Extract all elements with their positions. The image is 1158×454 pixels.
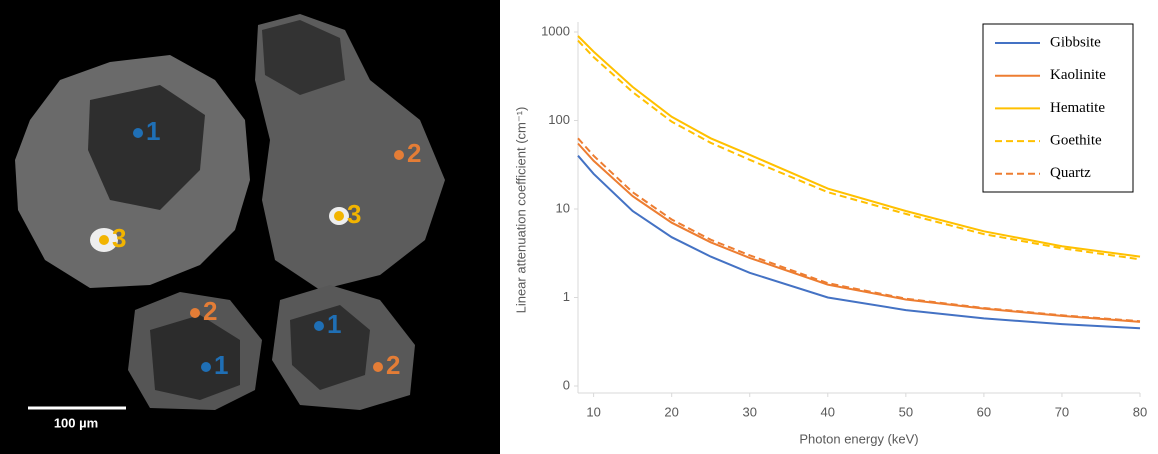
y-tick-label: 0 [563,377,570,392]
legend-label: Kaolinite [1050,67,1106,83]
grain-core [262,20,345,95]
marker-dot [394,150,404,160]
marker-label: 3 [347,199,361,229]
x-tick-label: 50 [899,404,913,419]
legend-label: Gibbsite [1050,34,1101,50]
marker-label: 2 [386,350,400,380]
marker-label: 1 [146,116,160,146]
marker-dot [190,308,200,318]
marker-dot [373,362,383,372]
y-tick-label: 100 [548,112,570,127]
y-tick-label: 10 [556,200,570,215]
y-axis-title: Linear attenuation coefficient (cm⁻¹) [513,107,528,314]
marker-label: 3 [112,223,126,253]
series-line [577,155,1141,330]
grains [15,14,445,410]
series-line [577,35,1141,258]
series-line [577,137,1141,323]
marker-label: 1 [214,350,228,380]
grain-core [88,85,205,210]
y-tick-label: 1000 [541,23,570,38]
grain-core [150,315,240,400]
x-axis-title: Photon energy (keV) [799,431,918,446]
x-tick-label: 10 [586,404,600,419]
marker-label: 1 [327,309,341,339]
series-line [577,39,1141,261]
x-tick-label: 20 [664,404,678,419]
scale-bar-label: 100 µm [54,415,98,430]
grain-core [290,305,370,390]
marker-dot [314,321,324,331]
x-tick-label: 70 [1055,404,1069,419]
x-tick-label: 30 [742,404,756,419]
legend-label: Hematite [1050,100,1105,116]
marker-label: 2 [407,138,421,168]
marker-dot [334,211,344,221]
x-tick-label: 40 [821,404,835,419]
x-tick-label: 80 [1133,404,1147,419]
marker-label: 2 [203,296,217,326]
marker-dot [99,235,109,245]
y-tick-label: 1 [563,289,570,304]
x-tick-label: 60 [977,404,991,419]
marker-dot [201,362,211,372]
legend-label: Quartz [1050,165,1091,181]
marker-dot [133,128,143,138]
legend-label: Goethite [1050,133,1102,149]
